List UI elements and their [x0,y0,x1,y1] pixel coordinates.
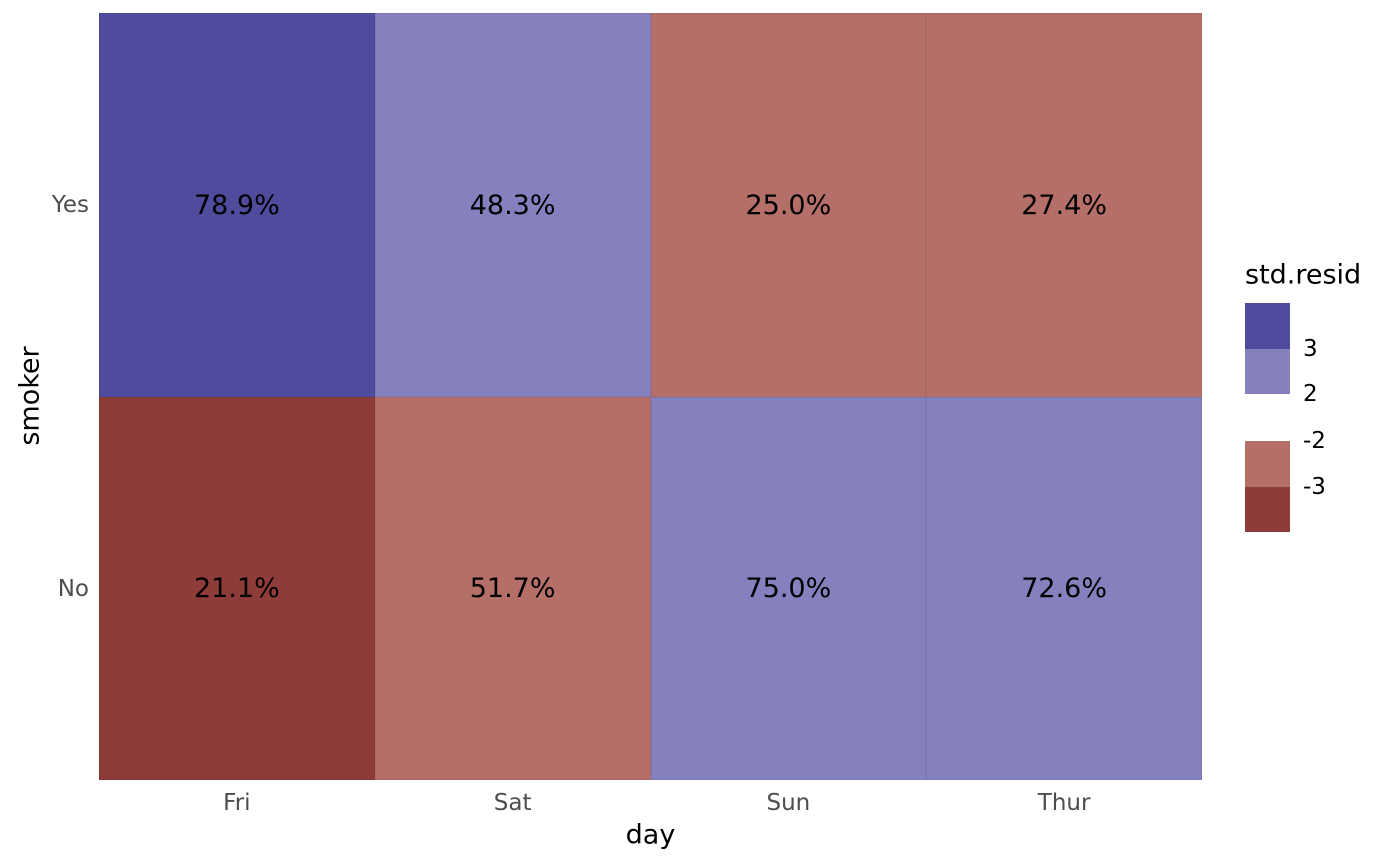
tile-sat-no: 51.7% [374,397,651,780]
cell-label: 72.6% [1021,573,1108,604]
cell-label: 51.7% [469,573,556,604]
y-tick-label-yes: Yes [51,192,89,218]
cell-label: 48.3% [469,189,556,221]
tile-thur-yes: 27.4% [926,13,1202,397]
cell-label: 21.1% [193,573,280,604]
cell-label: 27.4% [1021,189,1108,221]
legend-label--3: -3 [1303,473,1326,500]
x-tick-label-sat: Sat [493,790,532,816]
y-axis-title: smoker [14,346,46,446]
legend-label--2: -2 [1303,428,1326,454]
cell-label: 25.0% [745,189,832,221]
legend-label-2: 2 [1303,381,1318,407]
y-tick-label-no: No [57,575,89,602]
x-tick-label-sun: Sun [766,790,811,816]
cell-label: 75.0% [745,573,832,604]
tile-thur-no: 72.6% [926,397,1202,780]
legend-title: std.resid [1245,259,1362,291]
tile-sat-yes: 48.3% [374,13,651,397]
legend-swatch-3 [1245,303,1290,349]
legend-swatch--2 [1245,441,1290,487]
tile-sun-yes: 25.0% [650,13,927,397]
tile-fri-no: 21.1% [99,397,375,780]
x-axis-title: day [625,819,676,851]
legend-label-3: 3 [1303,335,1318,362]
cell-label: 78.9% [193,189,280,221]
legend-swatch--3 [1245,486,1290,532]
x-tick-label-thur: Thur [1037,790,1091,816]
tile-sun-no: 75.0% [650,397,927,780]
legend-swatch-2 [1245,348,1290,394]
x-tick-label-fri: Fri [223,790,251,816]
tile-fri-yes: 78.9% [99,13,375,397]
